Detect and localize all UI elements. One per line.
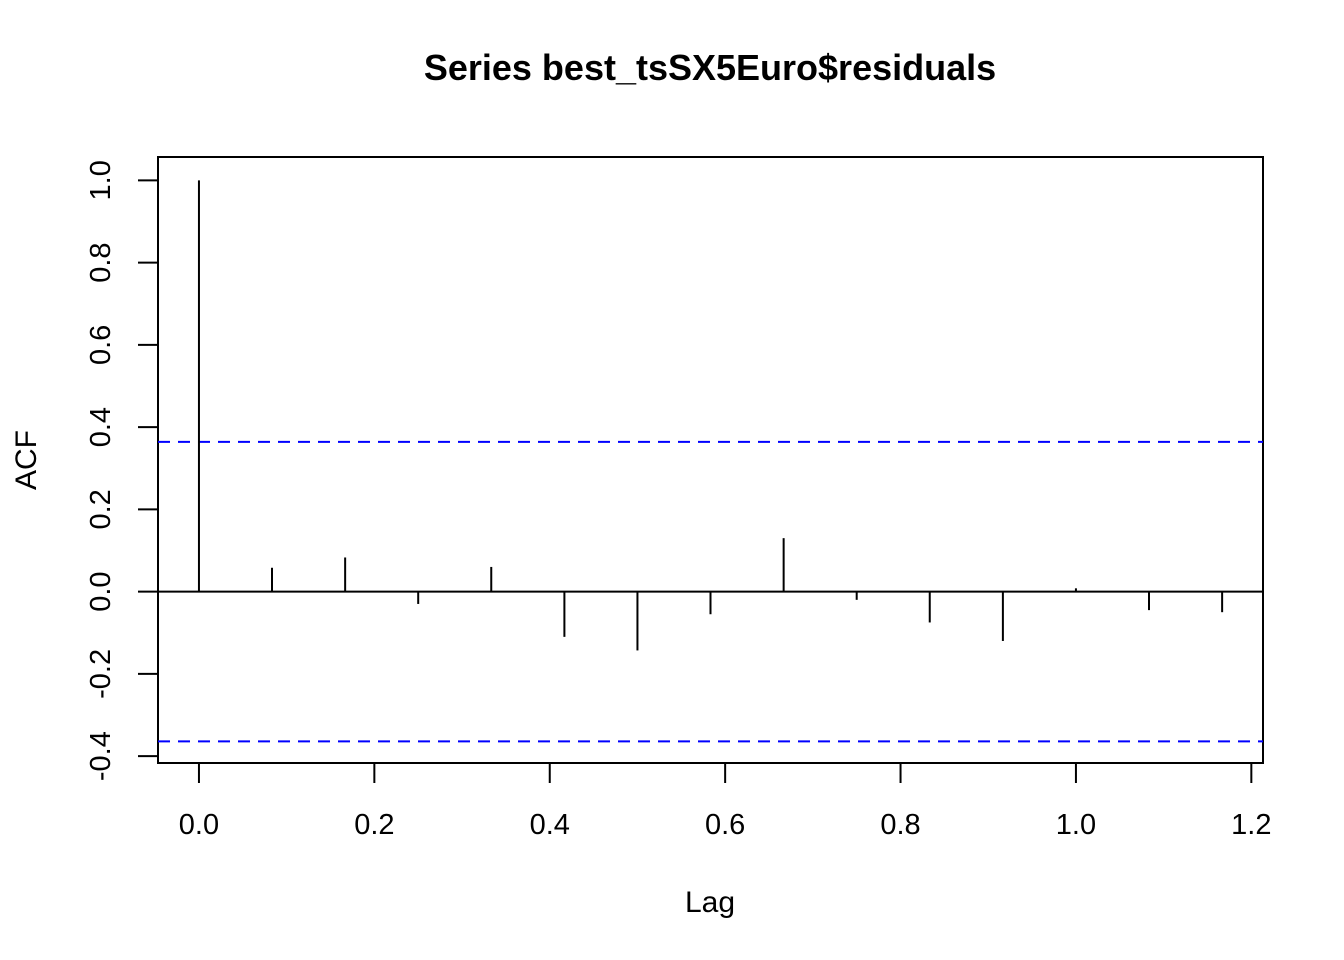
y-axis-label: ACF xyxy=(10,430,43,490)
x-tick-label: 0.8 xyxy=(880,809,920,841)
x-tick-label: 0.0 xyxy=(179,809,219,841)
x-tick-label: 0.6 xyxy=(705,809,745,841)
y-tick-label: 0.2 xyxy=(85,489,117,529)
y-tick-label: -0.2 xyxy=(85,649,117,699)
y-tick-label: 1.0 xyxy=(85,160,117,200)
chart-title: Series best_tsSX5Euro$residuals xyxy=(424,47,996,88)
x-tick-label: 0.4 xyxy=(530,809,570,841)
acf-marks xyxy=(158,180,1263,743)
y-tick-label: 0.4 xyxy=(85,407,117,447)
x-axis-label: Lag xyxy=(685,886,735,919)
x-tick-label: 1.2 xyxy=(1231,809,1271,841)
plot-frame xyxy=(157,156,1264,764)
x-tick-label: 0.2 xyxy=(354,809,394,841)
y-tick-label: 0.0 xyxy=(85,571,117,611)
y-tick-label: 0.6 xyxy=(85,325,117,365)
x-axis: 0.0 0.2 0.4 0.6 0.8 1.0 1.2 xyxy=(179,762,1272,841)
y-axis: -0.4 -0.2 0.0 0.2 0.4 0.6 0.8 1.0 xyxy=(85,160,159,781)
y-tick-label: -0.4 xyxy=(85,731,117,781)
y-tick-label: 0.8 xyxy=(85,242,117,282)
x-tick-label: 1.0 xyxy=(1056,809,1096,841)
